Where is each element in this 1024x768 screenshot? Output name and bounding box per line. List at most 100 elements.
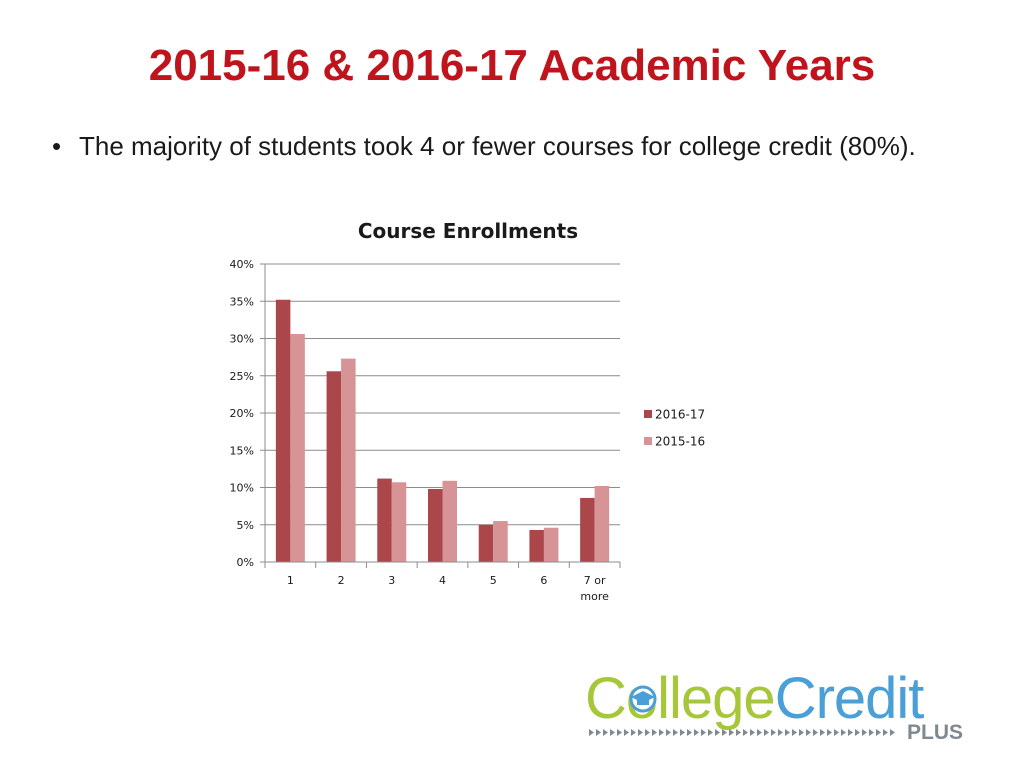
bullet-glyph: •: [52, 131, 62, 161]
bar-2015-16-6: [543, 527, 559, 562]
arrow-glyph: [722, 729, 727, 736]
bar-2016-17-1: [275, 299, 291, 562]
arrow-glyph: [701, 729, 706, 736]
arrow-glyph: [778, 729, 783, 736]
y-tick-label: 30%: [230, 333, 254, 346]
y-tick-label: 15%: [230, 444, 254, 457]
bar-2016-17-3: [377, 478, 392, 562]
arrow-glyph: [638, 729, 643, 736]
arrow-glyph: [799, 729, 804, 736]
arrow-glyph: [645, 729, 650, 736]
y-tick-label: 20%: [230, 407, 254, 420]
arrow-glyph: [743, 729, 748, 736]
arrow-glyph: [771, 729, 776, 736]
x-tick-label: more: [580, 590, 609, 603]
arrow-glyph: [729, 729, 734, 736]
arrow-glyph: [631, 729, 636, 736]
arrow-glyph: [750, 729, 755, 736]
y-tick-label: 5%: [237, 519, 254, 532]
bar-2015-16-2: [341, 358, 356, 562]
bar-2015-16-5: [493, 521, 508, 562]
arrow-glyph: [666, 729, 671, 736]
x-tick-label: 2: [338, 574, 345, 587]
logo-plus-text: PLUS: [907, 721, 963, 744]
arrow-glyph: [596, 729, 601, 736]
arrow-glyph: [806, 729, 811, 736]
y-axis-labels: 0% 5% 10% 15% 20% 25% 30% 35% 40%: [230, 258, 254, 569]
arrow-glyph: [736, 729, 741, 736]
arrow-glyph: [624, 729, 629, 736]
bar-2015-16-1: [290, 334, 305, 562]
arrow-glyph: [813, 729, 818, 736]
bullet-list: • The majority of students took 4 or few…: [52, 130, 932, 163]
chart-title: Course Enrollments: [358, 219, 578, 243]
arrow-glyph: [764, 729, 769, 736]
legend-label: 2016-17: [655, 408, 705, 422]
arrow-glyph: [680, 729, 685, 736]
axes: [260, 263, 621, 568]
y-tick-label: 10%: [230, 482, 254, 495]
college-credit-plus-logo: CollegeCredit PLUS: [585, 668, 977, 746]
y-tick-label: 40%: [230, 258, 254, 271]
bullet-item: • The majority of students took 4 or few…: [52, 130, 932, 163]
legend: 2016-17 2015-16: [644, 408, 705, 449]
y-tick-label: 0%: [237, 556, 254, 569]
bar-2015-16-7-or-more: [594, 486, 610, 562]
arrow-glyph: [827, 729, 832, 736]
arrow-glyph: [652, 729, 657, 736]
x-tick-label: 5: [490, 574, 497, 587]
arrow-glyph: [834, 729, 839, 736]
bar-2016-17-4: [428, 488, 443, 562]
arrow-glyph: [792, 729, 797, 736]
arrow-glyph: [694, 729, 699, 736]
arrow-glyph: [610, 729, 615, 736]
x-axis-labels: 1 2 3 4 5 6 7 or more: [287, 574, 609, 603]
arrow-glyph: [715, 729, 720, 736]
logo-arrow-line: [589, 729, 895, 736]
arrow-glyph: [687, 729, 692, 736]
arrow-glyph: [890, 729, 895, 736]
graduation-cap-icon: [629, 685, 657, 713]
arrow-glyph: [820, 729, 825, 736]
arrow-glyph: [841, 729, 846, 736]
logo-svg: CollegeCredit PLUS: [585, 668, 963, 744]
arrow-glyph: [673, 729, 678, 736]
legend-label: 2015-16: [655, 435, 705, 449]
x-tick-label: 3: [388, 574, 395, 587]
chart-svg: Course Enrollments 0%5%10%15%20%25%30%35…: [230, 219, 706, 603]
logo-word-college: College: [585, 668, 775, 731]
bar-2016-17-6: [529, 529, 544, 562]
arrow-glyph: [848, 729, 853, 736]
arrow-glyph: [869, 729, 874, 736]
logo-word-credit: Credit: [775, 668, 925, 731]
y-tick-label: 25%: [230, 370, 254, 383]
arrow-glyph: [785, 729, 790, 736]
arrow-glyph: [589, 729, 594, 736]
legend-swatch: [644, 410, 652, 418]
arrow-glyph: [757, 729, 762, 736]
bars: [275, 299, 610, 562]
bar-2015-16-4: [442, 480, 457, 562]
legend-swatch: [644, 437, 652, 445]
bar-2016-17-2: [326, 371, 342, 562]
x-tick-label: 4: [439, 574, 446, 587]
arrow-glyph: [708, 729, 713, 736]
y-tick-label: 35%: [230, 295, 254, 308]
logo-wordmark: CollegeCredit: [585, 668, 924, 731]
x-tick-label: 7 or: [584, 574, 606, 587]
course-enrollments-chart: Course Enrollments 0% 5% 10% 15% 20% 25% 30% 35…: [200, 208, 760, 618]
arrow-glyph: [876, 729, 881, 736]
bar-2016-17-7-or-more: [580, 497, 595, 562]
arrow-glyph: [862, 729, 867, 736]
slide-title: 2015-16 & 2016-17 Academic Years: [148, 41, 876, 90]
bullet-text: The majority of students took 4 or fewer…: [79, 131, 916, 161]
arrow-glyph: [883, 729, 888, 736]
arrow-glyph: [855, 729, 860, 736]
x-tick-label: 1: [287, 574, 294, 587]
arrow-glyph: [603, 729, 608, 736]
bar-2016-17-5: [478, 524, 494, 562]
arrow-glyph: [617, 729, 622, 736]
x-tick-label: 6: [540, 574, 547, 587]
gridlines: [265, 263, 620, 526]
arrow-glyph: [659, 729, 664, 736]
